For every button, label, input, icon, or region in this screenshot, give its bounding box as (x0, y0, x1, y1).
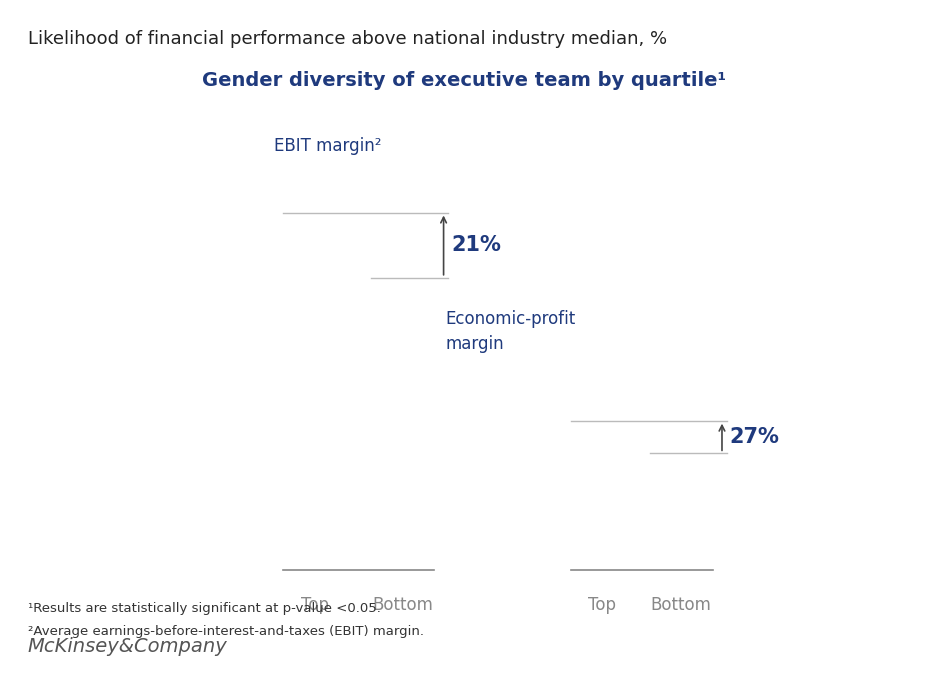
Text: ¹Results are statistically significant at p-value <0.05.: ¹Results are statistically significant a… (28, 602, 380, 615)
Text: Economic-profit
margin: Economic-profit margin (445, 310, 575, 353)
Text: 23: 23 (590, 540, 613, 558)
Text: Likelihood of financial performance above national industry median, %: Likelihood of financial performance abov… (28, 30, 667, 49)
Text: McKinsey&Company: McKinsey&Company (28, 637, 227, 656)
Text: 45: 45 (391, 540, 413, 558)
Text: Top: Top (588, 596, 616, 614)
Text: Bottom: Bottom (650, 596, 711, 614)
Text: ²Average earnings-before-interest-and-taxes (EBIT) margin.: ²Average earnings-before-interest-and-ta… (28, 625, 424, 638)
Text: Bottom: Bottom (372, 596, 433, 614)
Text: EBIT margin²: EBIT margin² (273, 137, 381, 155)
Text: 55: 55 (303, 540, 325, 558)
Text: 21%: 21% (451, 235, 501, 255)
Text: Top: Top (300, 596, 328, 614)
Text: Gender diversity of executive team by quartile¹: Gender diversity of executive team by qu… (202, 71, 725, 90)
Text: 27%: 27% (729, 427, 779, 447)
Text: 18: 18 (669, 540, 692, 558)
